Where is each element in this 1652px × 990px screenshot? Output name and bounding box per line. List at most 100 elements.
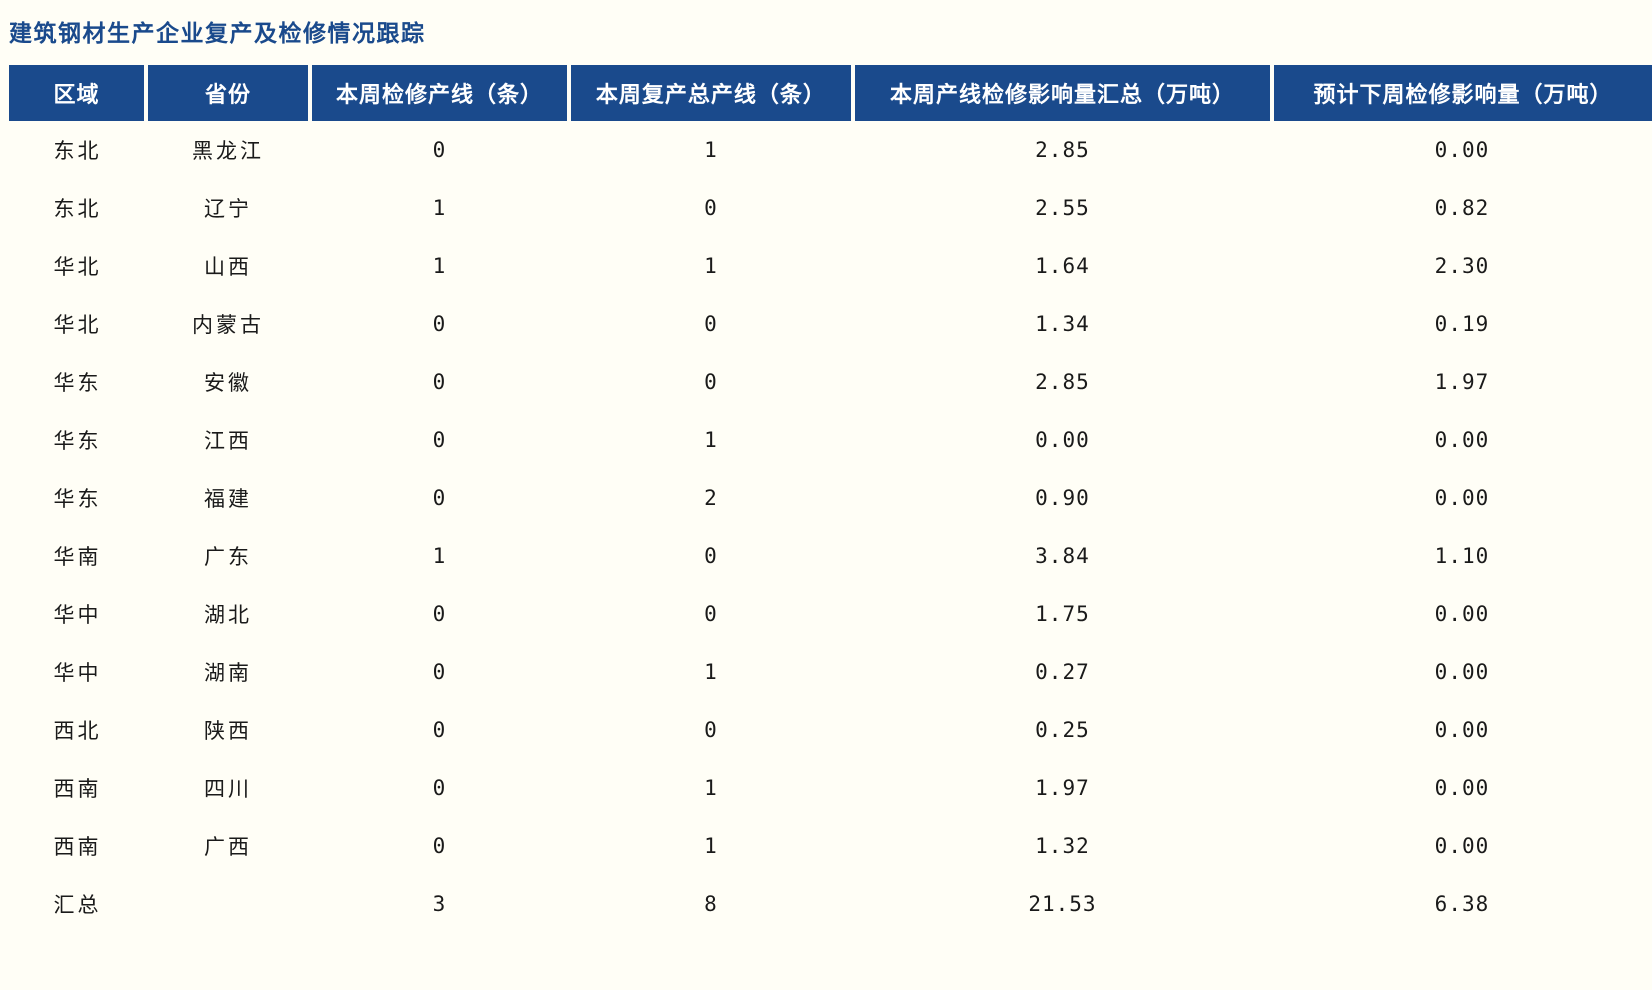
province-cell: 福建 xyxy=(204,487,252,511)
value-cell: 3.84 xyxy=(1035,544,1090,568)
province-cell: 四川 xyxy=(204,777,252,801)
region-cell: 华东 xyxy=(53,429,102,453)
table-row: 西北 陕西 0 0 0.25 0.00 xyxy=(9,701,1652,759)
province-cell: 陕西 xyxy=(204,719,252,743)
value-cell: 0 xyxy=(432,602,447,626)
region-cell: 华中 xyxy=(53,661,102,685)
table-header-row: 区域 省份 本周检修产线（条） 本周复产总产线（条） 本周产线检修影响量汇总（万吨） 预计… xyxy=(9,65,1652,121)
table-row: 华北 山西 1 1 1.64 2.30 xyxy=(9,237,1652,295)
region-cell: 华北 xyxy=(53,313,102,337)
value-cell: 1.64 xyxy=(1035,254,1090,278)
region-cell: 西南 xyxy=(53,777,102,801)
province-cell: 辽宁 xyxy=(204,197,252,221)
region-cell: 华南 xyxy=(53,545,102,569)
value-cell: 2.30 xyxy=(1434,254,1490,278)
table-row: 华中 湖南 0 1 0.27 0.00 xyxy=(9,643,1652,701)
value-cell: 0.00 xyxy=(1434,486,1490,510)
value-cell: 0 xyxy=(432,312,447,336)
value-cell: 0.19 xyxy=(1434,312,1490,336)
value-cell: 0 xyxy=(432,486,447,510)
value-cell: 1.75 xyxy=(1035,602,1090,626)
table-row: 华东 福建 0 2 0.90 0.00 xyxy=(9,469,1652,527)
region-cell: 西北 xyxy=(53,719,102,743)
column-header-5: 本周产线检修影响量汇总（万吨） xyxy=(852,65,1274,121)
value-cell: 1.97 xyxy=(1434,370,1490,394)
region-cell: 华东 xyxy=(53,487,102,511)
province-cell: 广东 xyxy=(204,545,252,569)
value-cell: 0 xyxy=(432,370,447,394)
value-cell: 2.85 xyxy=(1035,370,1090,394)
value-cell: 0.00 xyxy=(1434,428,1490,452)
column-header-4: 本周复产总产线（条） xyxy=(568,65,855,121)
value-cell: 1.34 xyxy=(1035,312,1090,336)
province-cell: 黑龙江 xyxy=(192,139,264,163)
column-header-1: 区域 xyxy=(9,65,149,121)
value-cell: 1 xyxy=(704,428,718,452)
province-cell: 广西 xyxy=(204,835,252,859)
province-cell: 内蒙古 xyxy=(192,313,264,337)
value-cell: 0 xyxy=(432,834,447,858)
column-header-6: 预计下周检修影响量（万吨） xyxy=(1271,65,1652,121)
value-cell: 0.90 xyxy=(1035,486,1090,510)
value-cell: 2.55 xyxy=(1035,196,1090,220)
region-cell: 东北 xyxy=(53,139,102,163)
table-row: 东北 辽宁 1 0 2.55 0.82 xyxy=(9,179,1652,237)
value-cell: 0.25 xyxy=(1035,718,1090,742)
value-cell: 1 xyxy=(704,660,718,684)
value-cell: 2.85 xyxy=(1035,138,1090,162)
province-cell: 江西 xyxy=(204,429,252,453)
table-row: 西南 四川 0 1 1.97 0.00 xyxy=(9,759,1652,817)
value-cell: 0.00 xyxy=(1434,776,1490,800)
table-row: 西南 广西 0 1 1.32 0.00 xyxy=(9,817,1652,875)
value-cell: 6.38 xyxy=(1434,892,1490,916)
table-row: 华北 内蒙古 0 0 1.34 0.19 xyxy=(9,295,1652,353)
value-cell: 3 xyxy=(432,892,447,916)
value-cell: 2 xyxy=(704,486,718,510)
province-cell: 湖北 xyxy=(204,603,252,627)
table-row: 华东 江西 0 1 0.00 0.00 xyxy=(9,411,1652,469)
value-cell: 0 xyxy=(704,718,718,742)
value-cell: 0.27 xyxy=(1035,660,1090,684)
value-cell: 0 xyxy=(432,776,447,800)
value-cell: 0 xyxy=(432,138,447,162)
table-row: 东北 黑龙江 0 1 2.85 0.00 xyxy=(9,121,1652,179)
table-header: 区域 省份 本周检修产线（条） 本周复产总产线（条） 本周产线检修影响量汇总（万吨） 预计… xyxy=(9,65,1652,121)
region-cell: 华东 xyxy=(53,371,102,395)
value-cell: 0 xyxy=(432,660,447,684)
value-cell: 0.00 xyxy=(1434,138,1490,162)
report-page: 建筑钢材生产企业复产及检修情况跟踪 区域 省份 本周检修产线（条） 本周复产总产线（条… xyxy=(9,21,1652,933)
value-cell: 1 xyxy=(704,254,718,278)
value-cell: 0 xyxy=(704,602,718,626)
column-header-2: 省份 xyxy=(146,65,312,121)
table-row: 华南 广东 1 0 3.84 1.10 xyxy=(9,527,1652,585)
value-cell: 1.97 xyxy=(1035,776,1090,800)
table-body: 东北 黑龙江 0 1 2.85 0.00 东北 辽宁 1 0 2.55 0.82 华北 山西 1 1 1.64 2… xyxy=(9,121,1652,933)
region-cell: 西南 xyxy=(53,835,102,859)
summary-row: 汇总 3 8 21.53 6.38 xyxy=(9,875,1652,933)
value-cell: 0 xyxy=(704,370,718,394)
table-row: 华中 湖北 0 0 1.75 0.00 xyxy=(9,585,1652,643)
value-cell: 0.00 xyxy=(1434,602,1490,626)
page-title: 建筑钢材生产企业复产及检修情况跟踪 xyxy=(9,21,426,46)
value-cell: 0.00 xyxy=(1434,834,1490,858)
value-cell: 0 xyxy=(704,196,718,220)
value-cell: 0 xyxy=(432,718,447,742)
province-cell: 山西 xyxy=(204,255,252,279)
value-cell: 1 xyxy=(432,196,447,220)
region-cell: 汇总 xyxy=(53,893,102,917)
value-cell: 0.00 xyxy=(1035,428,1090,452)
value-cell: 1 xyxy=(704,834,718,858)
value-cell: 1 xyxy=(704,776,718,800)
province-cell: 湖南 xyxy=(204,661,252,685)
region-cell: 华北 xyxy=(53,255,102,279)
value-cell: 0.00 xyxy=(1434,660,1490,684)
value-cell: 0.00 xyxy=(1434,718,1490,742)
steel-production-tracking-table: 区域 省份 本周检修产线（条） 本周复产总产线（条） 本周产线检修影响量汇总（万吨） 预计… xyxy=(9,65,1652,933)
value-cell: 1 xyxy=(432,254,447,278)
value-cell: 0 xyxy=(704,312,718,336)
value-cell: 0 xyxy=(704,544,718,568)
value-cell: 1.10 xyxy=(1434,544,1490,568)
value-cell: 1.32 xyxy=(1035,834,1090,858)
value-cell: 1 xyxy=(432,544,447,568)
region-cell: 华中 xyxy=(53,603,102,627)
